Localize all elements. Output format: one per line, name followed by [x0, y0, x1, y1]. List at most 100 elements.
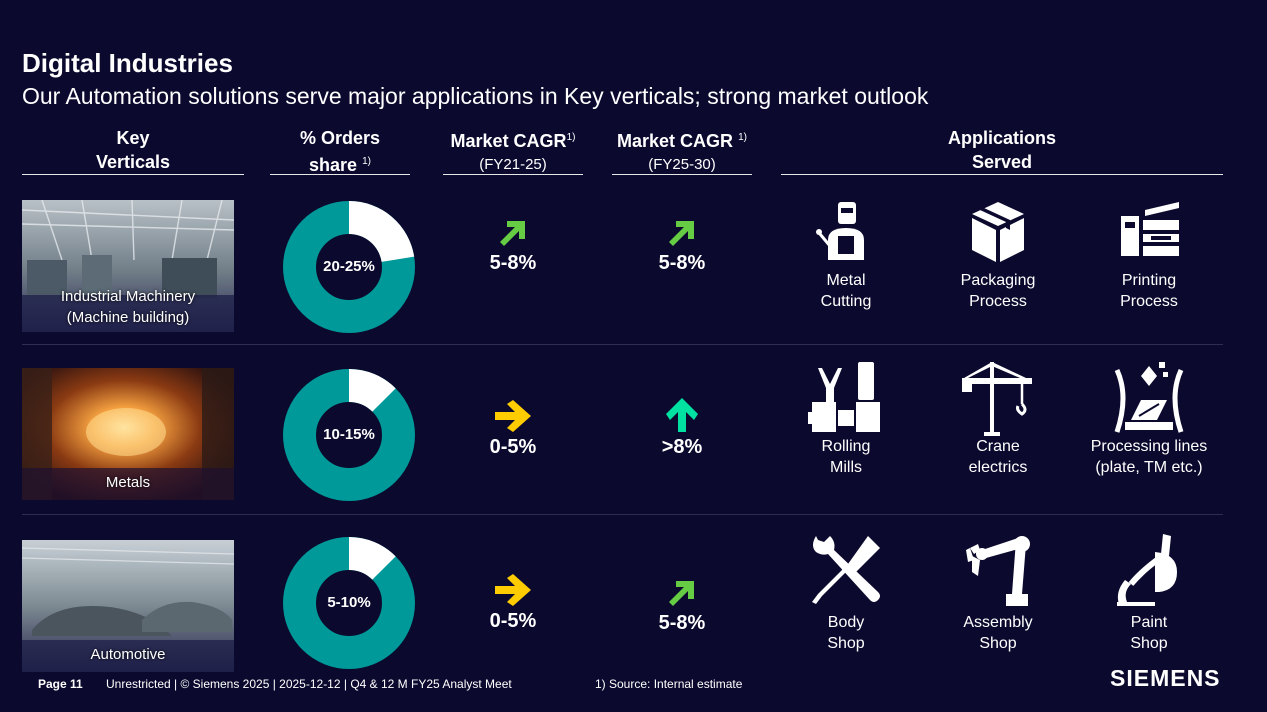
header-underline — [22, 174, 244, 175]
robot-arm-icon — [966, 536, 1030, 606]
header-applications: Applications Served — [781, 126, 1223, 174]
app-label-line1: Packaging — [960, 272, 1036, 289]
arrow-up-right-icon — [669, 221, 694, 246]
siemens-logo: SIEMENS — [1110, 665, 1221, 691]
arrow-right-icon — [495, 574, 531, 606]
orders-share-value: 10-15% — [323, 426, 375, 443]
row-divider — [22, 514, 1223, 515]
industrial-machinery-photo: Industrial Machinery (Machine building) — [22, 200, 234, 332]
app-label-line2: Process — [969, 293, 1027, 310]
page-subtitle: Our Automation solutions serve major app… — [22, 83, 929, 109]
app-label-line2: Shop — [979, 635, 1017, 652]
app-processing-lines: Processing lines (plate, TM etc.) — [1079, 360, 1219, 478]
header-apps-line1: Applications — [947, 128, 1056, 148]
header-orders-line1: % Orders — [299, 128, 381, 148]
header-apps-line2: Served — [971, 152, 1033, 172]
header-cagr1-footnote: 1) — [566, 132, 576, 143]
app-printing-process: Printing Process — [1079, 200, 1219, 312]
header-underline — [443, 174, 583, 175]
app-label-line2: Process — [1120, 293, 1178, 310]
app-paint-shop: Paint Shop — [1079, 532, 1219, 654]
page-title: Digital Industries — [22, 48, 233, 78]
footer-page-number: Page 11 — [38, 677, 83, 691]
footer-source-note: 1) Source: Internal estimate — [595, 677, 743, 691]
orders-share-donut: 10-15% — [282, 368, 416, 502]
header-cagr1-period: (FY21-25) — [479, 156, 547, 173]
cagr-value: 0-5% — [489, 436, 537, 458]
app-label-line1: Paint — [1130, 614, 1168, 631]
app-label-line2: electrics — [968, 459, 1028, 476]
header-underline — [781, 174, 1223, 175]
rolling-mill-icon — [808, 362, 880, 432]
header-cagr-fy21-25: Market CAGR1) (FY21-25) — [443, 126, 583, 177]
cagr-value: 5-8% — [489, 252, 537, 274]
cagr-fy21-25-cell: 5-8% — [443, 218, 583, 275]
cagr-fy25-30-cell: 5-8% — [612, 218, 752, 275]
app-label-line1: Body — [827, 614, 865, 631]
header-key-verticals: Key Verticals — [22, 126, 244, 174]
vertical-name: Industrial Machinery — [60, 288, 196, 305]
arrow-up-icon — [666, 398, 698, 432]
cagr-value: 0-5% — [489, 610, 537, 632]
automotive-photo: Automotive — [22, 540, 234, 672]
app-label-line2: Cutting — [820, 293, 872, 310]
header-underline — [612, 174, 752, 175]
crane-icon — [962, 362, 1032, 436]
row-divider — [22, 344, 1223, 345]
welder-icon — [816, 202, 864, 260]
app-label-line1: Rolling — [821, 438, 871, 455]
app-metal-cutting: Metal Cutting — [776, 200, 916, 312]
spray-paint-icon — [1117, 534, 1177, 606]
arrow-right-icon — [495, 400, 531, 432]
app-assembly-shop: Assembly Shop — [928, 532, 1068, 654]
arrow-up-right-icon — [669, 581, 694, 606]
footer-info: Unrestricted | © Siemens 2025 | 2025-12-… — [106, 677, 512, 691]
cagr-fy25-30-cell: 5-8% — [612, 578, 752, 635]
processing-line-icon — [1114, 362, 1184, 433]
app-crane-electrics: Crane electrics — [928, 360, 1068, 478]
cagr-value: 5-8% — [658, 252, 706, 274]
app-body-shop: Body Shop — [776, 532, 916, 654]
app-label-line2: Shop — [1130, 635, 1168, 652]
app-label-line1: Metal — [826, 272, 866, 289]
header-orders-share: % Orders share 1) — [270, 126, 410, 177]
wrench-screwdriver-icon — [812, 536, 880, 604]
donut-share-segment — [349, 537, 396, 580]
app-label-line1: Assembly — [963, 614, 1033, 631]
app-label-line1: Processing lines — [1090, 438, 1208, 455]
package-box-icon — [972, 202, 1024, 262]
header-cagr2-period: (FY25-30) — [648, 156, 716, 173]
vertical-name: Automotive — [90, 646, 166, 663]
app-label-line2: Mills — [830, 459, 862, 476]
app-label-line2: Shop — [827, 635, 865, 652]
cagr-value: >8% — [661, 436, 703, 458]
metals-photo: Metals — [22, 368, 234, 500]
orders-share-value: 5-10% — [327, 594, 371, 611]
arrow-up-right-icon — [500, 221, 525, 246]
orders-share-donut: 5-10% — [282, 536, 416, 670]
cagr-fy21-25-cell: 0-5% — [443, 400, 583, 459]
header-cagr1-title: Market CAGR — [450, 131, 567, 151]
cagr-value: 5-8% — [658, 612, 706, 634]
app-label-line1: Printing — [1121, 272, 1177, 289]
header-cagr2-footnote: 1) — [738, 132, 747, 143]
app-label-line1: Crane — [976, 438, 1020, 455]
header-underline — [270, 174, 410, 175]
app-rolling-mills: Rolling Mills — [776, 360, 916, 478]
printing-press-icon — [1121, 202, 1179, 256]
header-orders-footnote: 1) — [362, 156, 371, 167]
header-cagr2-title: Market CAGR — [617, 131, 734, 151]
orders-share-donut: 20-25% — [282, 200, 416, 334]
header-orders-line2: share — [309, 155, 358, 175]
header-key-verticals-line1: Key — [116, 128, 150, 148]
orders-share-value: 20-25% — [323, 258, 375, 275]
donut-share-segment — [349, 369, 396, 412]
app-label-line2: (plate, TM etc.) — [1095, 459, 1203, 476]
cagr-fy21-25-cell: 0-5% — [443, 574, 583, 633]
vertical-name: Metals — [105, 474, 151, 491]
vertical-subname: (Machine building) — [66, 309, 190, 326]
app-packaging-process: Packaging Process — [928, 200, 1068, 312]
header-key-verticals-line2: Verticals — [95, 152, 171, 172]
header-cagr-fy25-30: Market CAGR 1) (FY25-30) — [612, 126, 752, 177]
donut-share-segment — [349, 201, 415, 262]
